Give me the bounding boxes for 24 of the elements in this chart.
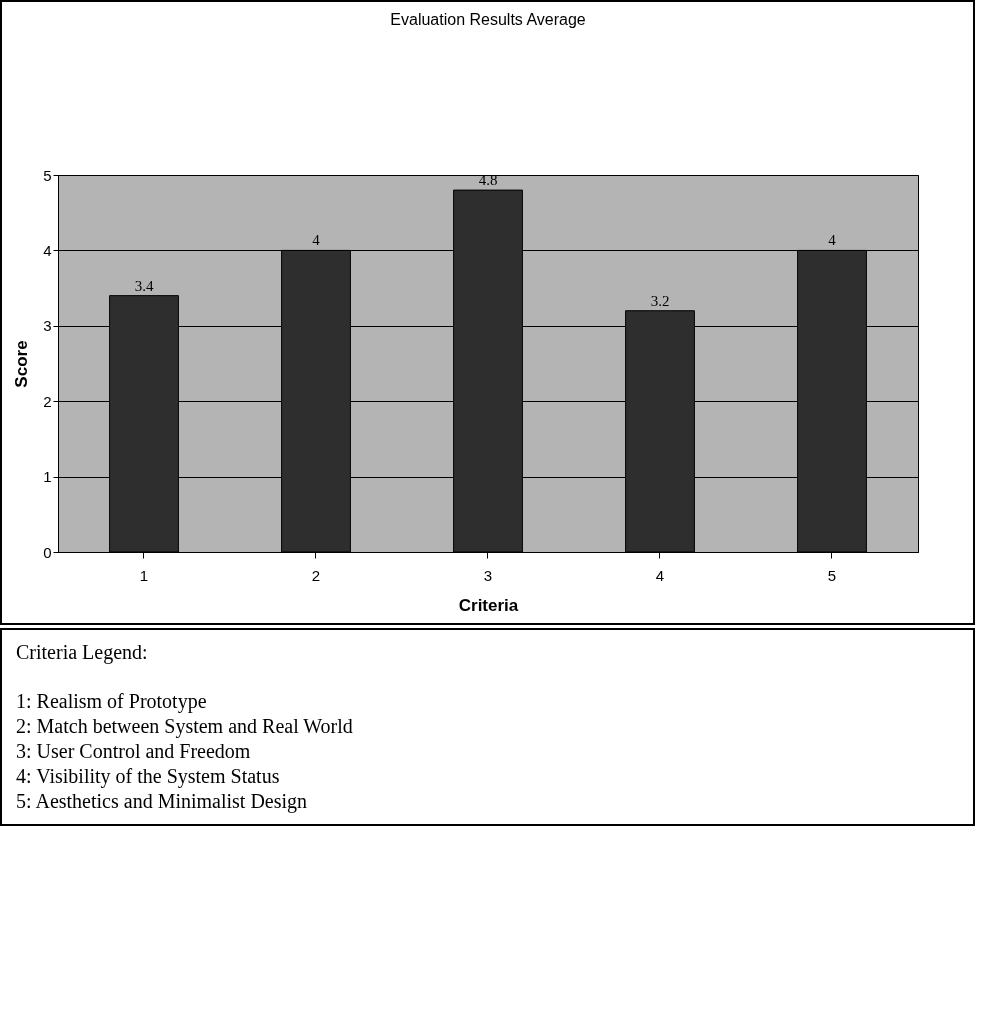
y-tick-label: 3 xyxy=(43,317,52,335)
x-tick-label: 3 xyxy=(483,566,493,584)
text: Criteria Legend: xyxy=(16,640,149,665)
y-tick-label: 0 xyxy=(43,543,52,561)
x-tick-label: 4 xyxy=(655,566,665,584)
text: 4: Visibility of the System Status xyxy=(16,764,281,789)
x-tick-label: 2 xyxy=(311,566,321,584)
x-axis-title: Criteria xyxy=(458,595,519,615)
y-tick-label: 1 xyxy=(43,468,52,486)
data-label: 3.2 xyxy=(650,292,670,309)
data-label: 4 xyxy=(828,232,837,249)
y-tick-label: 4 xyxy=(43,241,52,259)
y-tick-label: 5 xyxy=(43,166,52,184)
y-axis-title: Score xyxy=(12,340,32,388)
data-label: 4 xyxy=(312,232,321,249)
y-tick-label: 2 xyxy=(43,392,52,410)
chart-title: Evaluation Results Average xyxy=(390,11,586,28)
x-tick-label: 5 xyxy=(827,566,837,584)
x-tick-label: 1 xyxy=(139,566,149,584)
text: 1: Realism of Prototype xyxy=(16,689,208,714)
data-label: 3.4 xyxy=(134,277,154,294)
text: 2: Match between System and Real World xyxy=(16,714,354,739)
text: 5: Aesthetics and Minimalist Design xyxy=(16,789,309,814)
text: 3: User Control and Freedom xyxy=(16,739,252,764)
